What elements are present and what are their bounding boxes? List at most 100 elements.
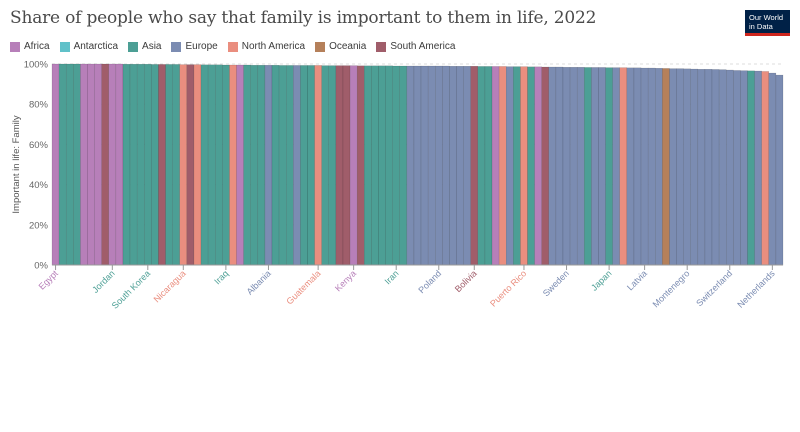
bar xyxy=(193,64,202,266)
bar xyxy=(640,67,649,266)
bar xyxy=(108,63,117,266)
x-category-label: Guatemala xyxy=(284,268,322,306)
x-category-label: Latvia xyxy=(625,268,649,292)
legend-swatch xyxy=(315,41,326,52)
y-tick-label: 100% xyxy=(24,60,49,71)
bar xyxy=(364,65,372,266)
bar xyxy=(569,67,578,266)
bar xyxy=(605,67,613,266)
bar xyxy=(349,65,358,266)
bar xyxy=(690,68,699,266)
legend-item-europe[interactable]: Europe xyxy=(171,41,218,52)
y-tick-label: 40% xyxy=(29,180,49,191)
bar xyxy=(647,67,656,266)
bar xyxy=(704,69,713,266)
bar xyxy=(122,64,131,266)
bar xyxy=(420,65,429,266)
bar xyxy=(726,69,734,266)
y-tick-label: 80% xyxy=(29,100,49,111)
bar xyxy=(115,63,124,266)
legend-label: South America xyxy=(390,41,456,52)
legend-item-africa[interactable]: Africa xyxy=(10,41,50,52)
bar xyxy=(278,65,287,266)
bar xyxy=(151,64,159,266)
bar xyxy=(342,65,351,266)
bar xyxy=(541,66,549,266)
bar xyxy=(300,65,308,266)
bar xyxy=(101,63,109,266)
legend-item-south-america[interactable]: South America xyxy=(376,41,455,52)
x-category-label: Albania xyxy=(245,268,273,296)
bar xyxy=(612,67,620,266)
bar xyxy=(754,70,762,266)
bar xyxy=(775,74,784,266)
bar xyxy=(676,68,684,266)
bar xyxy=(733,70,741,266)
bar xyxy=(435,65,443,266)
bar xyxy=(271,65,280,266)
bar xyxy=(591,67,599,266)
x-category-label: Egypt xyxy=(37,268,61,292)
legend-label: Antarctica xyxy=(73,41,119,52)
bar xyxy=(527,66,535,266)
bar xyxy=(584,67,592,266)
bar xyxy=(356,65,365,266)
legend-swatch xyxy=(10,41,20,52)
bar xyxy=(236,64,244,266)
legend-label: Africa xyxy=(24,41,50,52)
legend-label: Asia xyxy=(142,41,162,52)
y-tick-label: 20% xyxy=(29,220,49,231)
bar xyxy=(51,63,60,266)
bar xyxy=(576,67,585,266)
x-category-label: Poland xyxy=(416,268,443,295)
bar xyxy=(286,65,294,266)
legend: Africa Antarctica Asia Europe North Amer… xyxy=(10,41,455,52)
bar xyxy=(264,65,273,266)
bar xyxy=(80,63,88,266)
bar xyxy=(392,65,400,266)
bar xyxy=(463,66,471,266)
bar xyxy=(158,64,166,266)
bar xyxy=(520,66,528,266)
bar xyxy=(427,65,436,266)
bar xyxy=(470,66,479,266)
bar xyxy=(165,64,173,266)
bar xyxy=(87,63,95,266)
bar xyxy=(186,64,195,266)
legend-label: Europe xyxy=(185,41,218,52)
bar xyxy=(328,65,337,266)
logo-line-2: in Data xyxy=(749,22,773,31)
legend-item-antarctica[interactable]: Antarctica xyxy=(59,41,119,52)
y-tick-label: 60% xyxy=(29,140,49,151)
bar xyxy=(129,64,138,266)
bar xyxy=(655,68,663,266)
bar xyxy=(484,66,493,266)
legend-item-oceania[interactable]: Oceania xyxy=(315,41,366,52)
bar xyxy=(498,66,507,266)
bar xyxy=(740,70,748,266)
legend-label: Oceania xyxy=(329,41,367,52)
bar xyxy=(257,65,266,266)
bar xyxy=(662,68,670,266)
bar xyxy=(598,67,606,266)
bar xyxy=(399,65,408,266)
bar xyxy=(619,67,628,266)
x-category-label: Jordan xyxy=(90,268,117,295)
bar xyxy=(371,65,379,266)
bar xyxy=(555,66,564,266)
legend-swatch xyxy=(171,41,182,52)
bar xyxy=(548,66,557,266)
bar xyxy=(626,67,635,266)
bar xyxy=(250,65,259,266)
legend-item-asia[interactable]: Asia xyxy=(128,41,161,52)
y-axis-label: Important in life: Family xyxy=(11,115,22,213)
legend-swatch xyxy=(128,41,139,52)
bar xyxy=(200,64,209,266)
bar xyxy=(513,66,521,266)
y-tick-label: 0% xyxy=(34,261,48,272)
owid-logo[interactable]: Our World in Data xyxy=(745,10,790,36)
x-category-label: Bolivia xyxy=(453,268,479,294)
bar xyxy=(73,63,81,266)
legend-item-north-america[interactable]: North America xyxy=(227,41,305,52)
